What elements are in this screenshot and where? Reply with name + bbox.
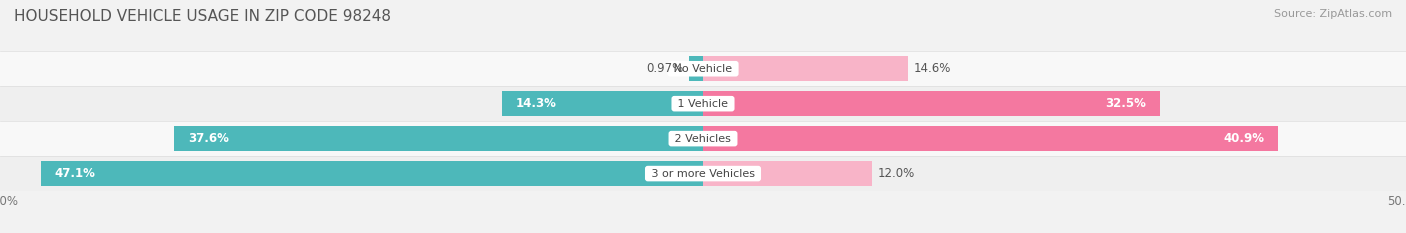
Bar [41,161,703,186]
Text: 47.1%: 47.1% [55,167,96,180]
Text: 3 or more Vehicles: 3 or more Vehicles [648,169,758,178]
Bar [703,126,1278,151]
Text: 37.6%: 37.6% [188,132,229,145]
Text: 2 Vehicles: 2 Vehicles [671,134,735,144]
Text: 0.97%: 0.97% [647,62,683,75]
Bar [703,56,908,81]
Bar [0,51,1406,86]
Bar [502,91,703,116]
Bar [0,121,1406,156]
Bar [703,91,1160,116]
Text: 40.9%: 40.9% [1223,132,1264,145]
Text: 12.0%: 12.0% [877,167,914,180]
Text: 1 Vehicle: 1 Vehicle [675,99,731,109]
Text: Source: ZipAtlas.com: Source: ZipAtlas.com [1274,9,1392,19]
Bar [689,56,703,81]
Bar [0,156,1406,191]
Text: 32.5%: 32.5% [1105,97,1146,110]
Bar [174,126,703,151]
Bar [703,161,872,186]
Bar [0,86,1406,121]
Text: 14.3%: 14.3% [516,97,557,110]
Text: 14.6%: 14.6% [914,62,952,75]
Text: No Vehicle: No Vehicle [671,64,735,74]
Text: HOUSEHOLD VEHICLE USAGE IN ZIP CODE 98248: HOUSEHOLD VEHICLE USAGE IN ZIP CODE 9824… [14,9,391,24]
